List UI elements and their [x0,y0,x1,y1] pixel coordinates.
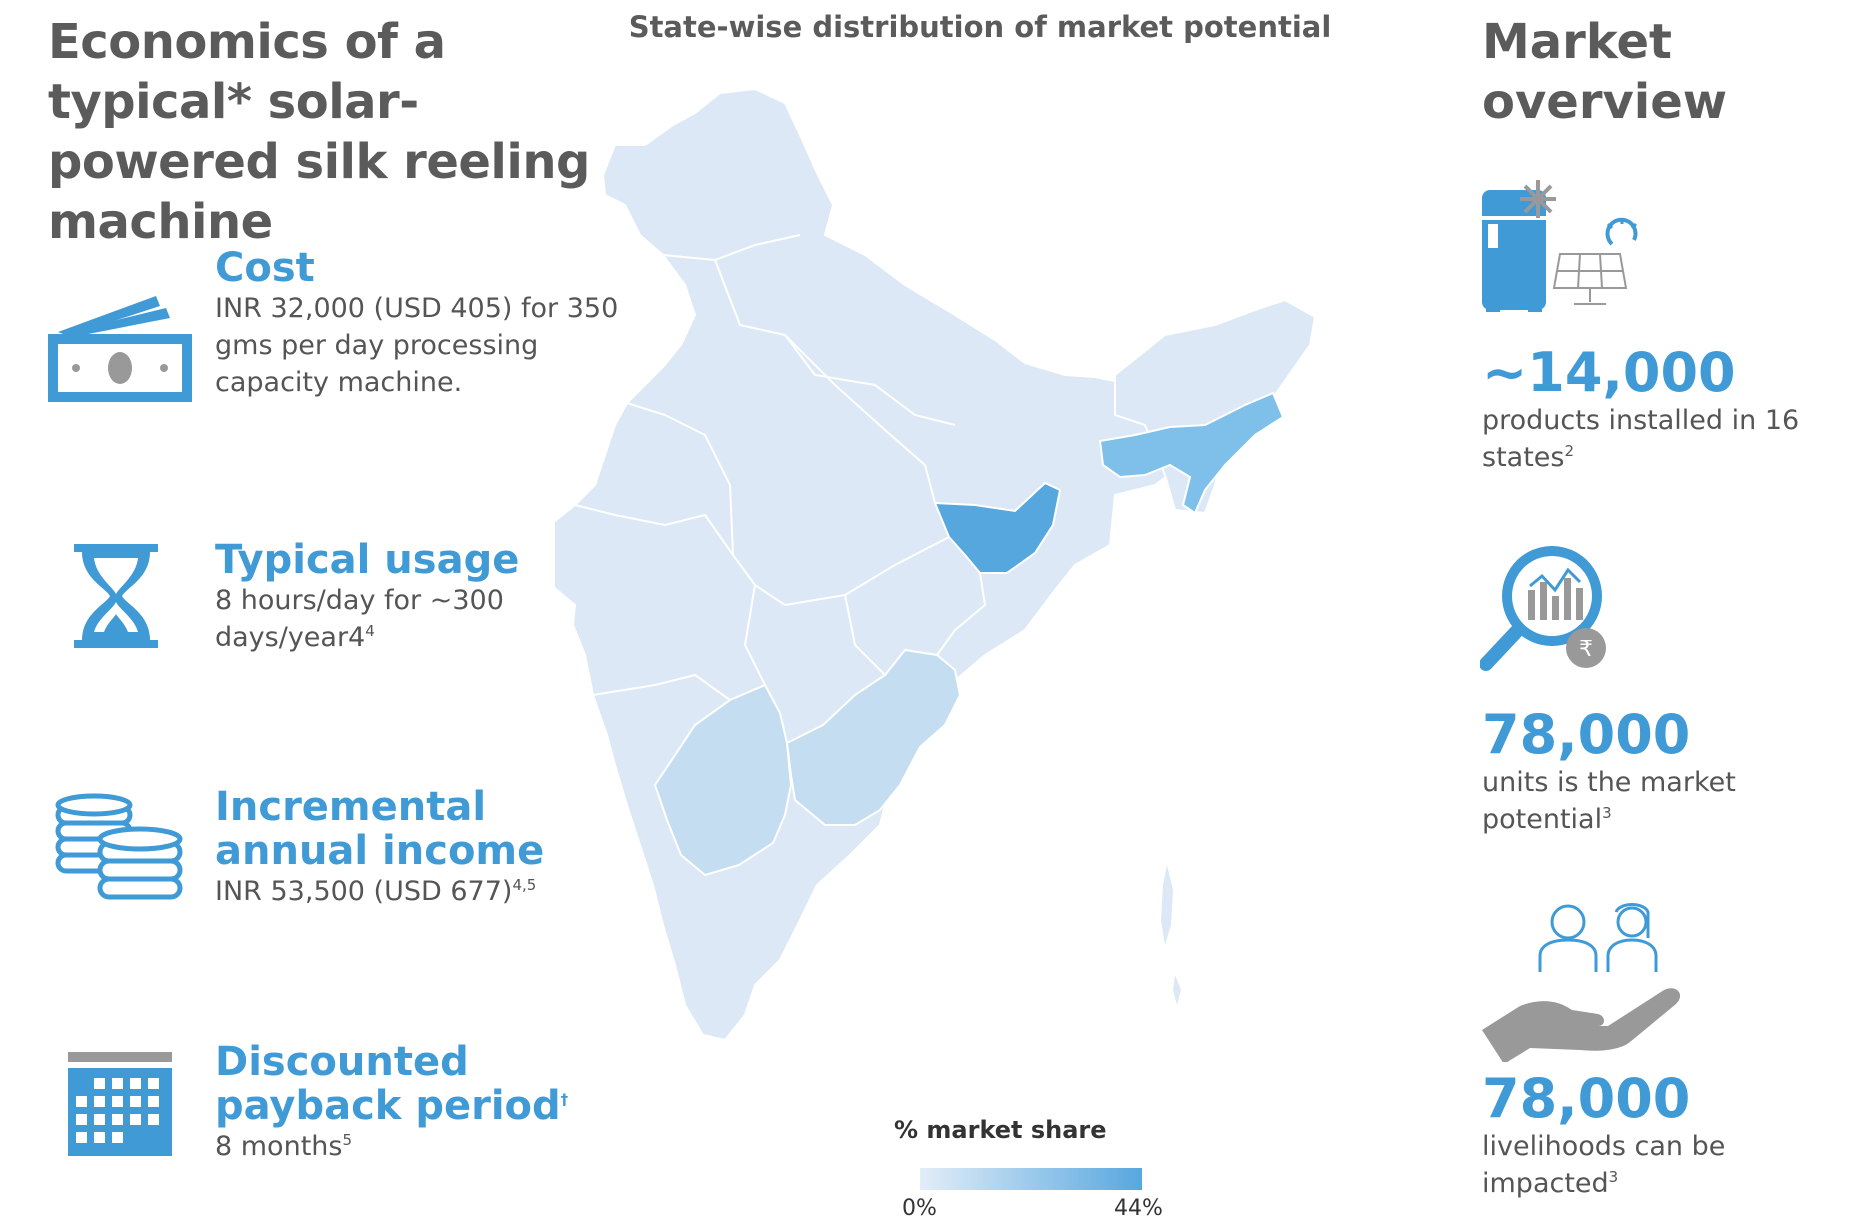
cost-section: Cost INR 32,000 (USD 405) for 350 gms pe… [48,246,618,446]
stat-installed-text: products installed in 16 states [1482,405,1800,473]
stat-market-potential-value: 78,000 [1482,703,1691,766]
india-market-map [555,87,1317,1042]
map-title: State-wise distribution of market potent… [628,10,1332,44]
svg-text:₹: ₹ [1579,637,1593,662]
hourglass-icon [74,544,158,652]
footnote-dagger: † [560,1090,569,1109]
stat-installed-value: ~14,000 [1482,341,1736,404]
footnote-ref: 3 [1602,804,1612,822]
stat-installed: ~14,000 products installed in 16 states2 [1482,344,1822,476]
stat-market-potential-text: units is the market potential [1482,767,1736,835]
money-icon [48,288,193,406]
legend-max-label: 44% [1114,1196,1163,1221]
legend-title: % market share [894,1116,1107,1144]
nicobar-islands [1173,975,1181,1005]
footnote-ref: 5 [342,1131,353,1149]
stat-livelihoods: 78,000 livelihoods can be impacted3 [1482,1070,1822,1202]
state-assam [1098,391,1285,515]
state-andhra-telangana [785,648,962,826]
solar-refrigerator-icon [1480,178,1640,322]
stat-livelihoods-value: 78,000 [1482,1067,1691,1130]
calendar-icon [68,1052,172,1160]
typical-usage-heading: Typical usage [215,537,520,583]
cost-heading: Cost [215,245,315,291]
incremental-income-section: Incremental annual income INR 53,500 (US… [48,785,608,925]
legend-gradient-bar [920,1168,1142,1190]
payback-period-section: Discounted payback period† 8 months5 [48,1040,608,1180]
state-borders [574,234,987,701]
state-karnataka [653,683,793,877]
typical-usage-body: 8 hours/day for ~300 days/year4 [215,585,504,653]
state-jharkhand [933,481,1062,574]
page-title: Economics of a typical* solar-powered si… [48,14,590,250]
footnote-ref: 2 [1564,442,1575,460]
india-base-shape [555,87,1217,1042]
market-overview-title: Market overview [1482,14,1728,130]
market-analysis-icon: ₹ [1479,540,1616,680]
payback-period-heading: Discounted payback period [215,1039,561,1129]
footnote-ref: 4 [365,622,375,640]
stat-livelihoods-text: livelihoods can be impacted [1482,1131,1726,1199]
payback-period-body: 8 months [215,1131,343,1162]
incremental-income-body: INR 53,500 (USD 677) [215,876,513,907]
footnote-ref: 4,5 [512,876,537,894]
footnote-ref: 3 [1608,1168,1619,1186]
incremental-income-heading: Incremental annual income [215,784,545,874]
typical-usage-section: Typical usage 8 hours/day for ~300 days/… [48,538,608,658]
coins-icon [54,793,184,907]
legend-min-label: 0% [902,1196,937,1221]
people-hand-icon [1480,902,1694,1066]
cost-body: INR 32,000 (USD 405) for 350 gms per day… [215,293,619,398]
stat-market-potential: 78,000 units is the market potential3 [1482,706,1822,838]
andaman-islands [1161,865,1173,945]
